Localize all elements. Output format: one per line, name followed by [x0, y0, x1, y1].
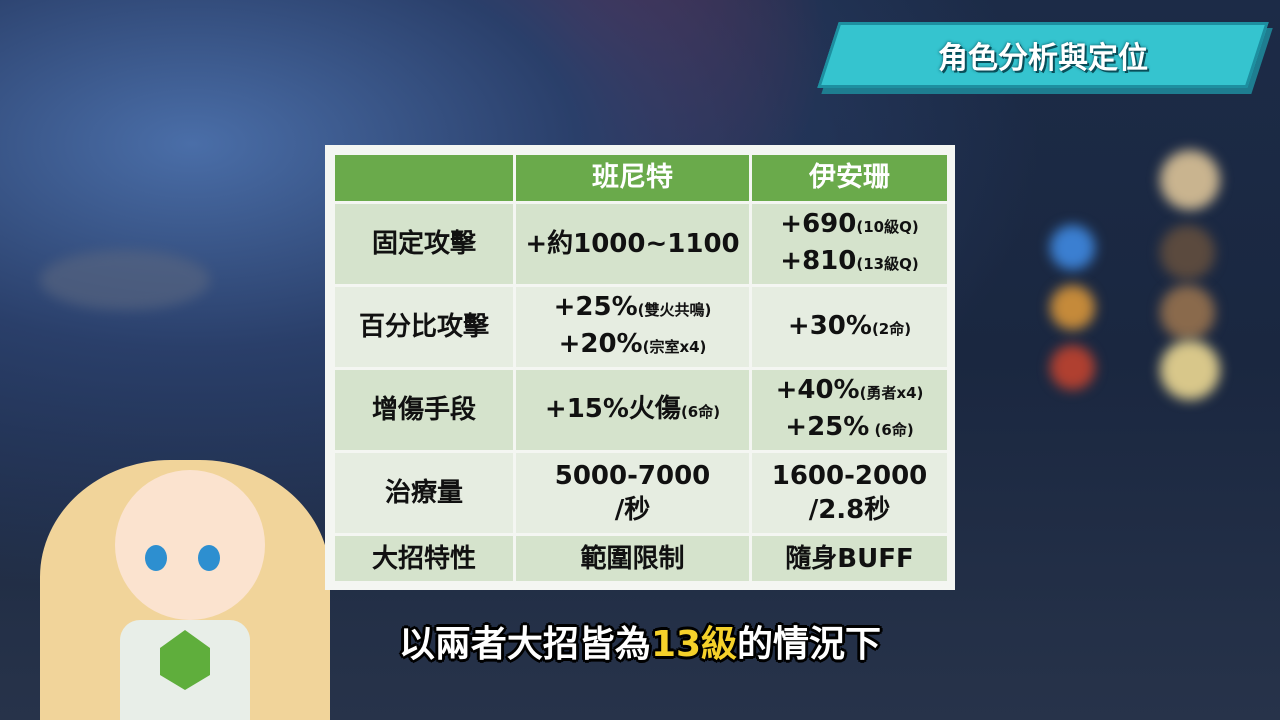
- yanfei-cell: 1600-2000/2.8秒: [752, 453, 947, 533]
- bennett-cell: 範圍限制: [516, 536, 749, 581]
- bennett-cell: +25%(雙火共鳴) +20%(宗室x4): [516, 287, 749, 367]
- table-row: 增傷手段 +15%火傷(6命) +40%(勇者x4) +25% (6命): [335, 370, 947, 450]
- row-label: 大招特性: [335, 536, 513, 581]
- yanfei-cell: 隨身BUFF: [752, 536, 947, 581]
- row-label: 治療量: [335, 453, 513, 533]
- caption-highlight: 13級: [650, 624, 738, 665]
- party-avatar: [1160, 225, 1215, 280]
- bennett-cell: +15%火傷(6命): [516, 370, 749, 450]
- title-badge: 角色分析與定位: [938, 41, 1148, 76]
- element-icon: [1050, 285, 1095, 330]
- bennett-cell: +約1000~1100: [516, 204, 749, 284]
- quest-panel: [40, 250, 210, 310]
- yanfei-cell: +40%(勇者x4) +25% (6命): [752, 370, 947, 450]
- header-bennett: 班尼特: [516, 155, 749, 201]
- table-row: 大招特性 範圍限制 隨身BUFF: [335, 536, 947, 581]
- header-empty: [335, 155, 513, 201]
- bennett-cell: 5000-7000/秒: [516, 453, 749, 533]
- yanfei-cell: +690(10級Q) +810(13級Q): [752, 204, 947, 284]
- party-avatar: [1160, 340, 1220, 400]
- table-row: 固定攻擊 +約1000~1100 +690(10級Q) +810(13級Q): [335, 204, 947, 284]
- row-label: 固定攻擊: [335, 204, 513, 284]
- party-avatar: [1160, 285, 1215, 340]
- subtitle-caption: 以兩者大招皆為13級的情況下: [398, 624, 882, 665]
- party-avatar: [1160, 150, 1220, 210]
- yanfei-cell: +30%(2命): [752, 287, 947, 367]
- element-icon: [1050, 225, 1095, 270]
- table-row: 百分比攻擊 +25%(雙火共鳴) +20%(宗室x4) +30%(2命): [335, 287, 947, 367]
- table-row: 治療量 5000-7000/秒 1600-2000/2.8秒: [335, 453, 947, 533]
- element-icon: [1050, 345, 1095, 390]
- row-label: 增傷手段: [335, 370, 513, 450]
- header-yanfei: 伊安珊: [752, 155, 947, 201]
- comparison-table: 班尼特 伊安珊 固定攻擊 +約1000~1100 +690(10級Q) +810(…: [332, 152, 950, 584]
- row-label: 百分比攻擊: [335, 287, 513, 367]
